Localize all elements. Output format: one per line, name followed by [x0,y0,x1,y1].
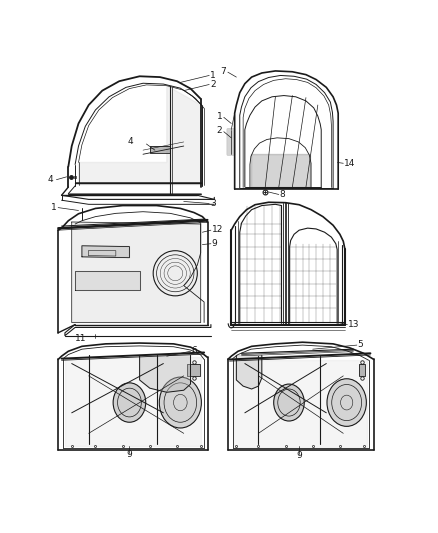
Bar [359,364,365,376]
Text: 9: 9 [127,450,132,459]
Text: 2: 2 [210,79,215,88]
Polygon shape [65,358,201,446]
FancyBboxPatch shape [227,128,235,156]
Polygon shape [251,154,310,187]
Text: 11: 11 [75,334,87,343]
Text: 12: 12 [212,225,223,235]
Circle shape [159,377,201,428]
Bar [187,364,200,376]
Text: 1: 1 [217,112,223,121]
Text: 5: 5 [357,340,363,349]
Text: 9: 9 [212,239,217,248]
Bar [359,364,365,376]
Text: 1: 1 [51,203,57,212]
Polygon shape [82,246,130,257]
Text: 4: 4 [127,138,133,147]
Text: 2: 2 [217,126,223,135]
Bar [150,146,170,154]
Text: 6: 6 [191,346,197,356]
Text: 7: 7 [220,67,226,76]
Polygon shape [78,86,202,184]
Text: 8: 8 [279,190,285,199]
Polygon shape [237,356,262,389]
Polygon shape [72,222,201,322]
Text: 14: 14 [344,159,355,168]
Polygon shape [75,271,140,290]
Bar [187,364,200,376]
Bar [150,146,170,154]
Text: 3: 3 [210,199,215,208]
Text: 13: 13 [348,320,360,329]
Text: 4: 4 [47,175,53,184]
Polygon shape [140,356,191,392]
Circle shape [274,384,304,421]
Text: 1: 1 [210,70,215,79]
Polygon shape [233,360,367,448]
Circle shape [327,379,366,426]
Circle shape [113,383,146,422]
Text: 9: 9 [296,451,302,460]
